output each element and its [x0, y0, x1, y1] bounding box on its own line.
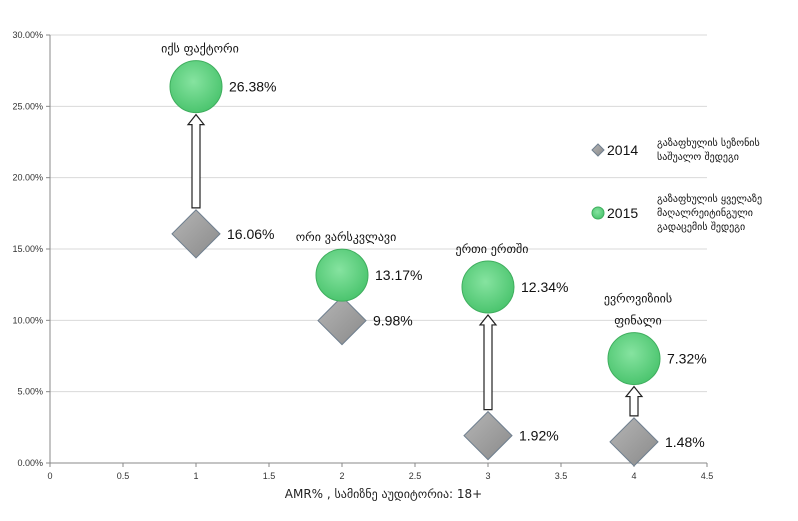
- y-tick-label: 5.00%: [17, 387, 43, 397]
- x-tick-label: 2: [339, 471, 344, 481]
- legend-description: მაღალრეიტინგული: [657, 207, 753, 219]
- x-tick-label: 2.5: [409, 471, 422, 481]
- data-label-2014: 1.48%: [665, 434, 705, 450]
- circle-point-2015: [607, 332, 661, 386]
- category-label: ევროვიზიის: [604, 292, 672, 306]
- y-tick-label: 20.00%: [12, 173, 43, 183]
- x-tick-label: 4.5: [701, 471, 714, 481]
- legend-description: საშუალო შედეგი: [657, 151, 739, 163]
- data-label-2015: 7.32%: [667, 351, 707, 367]
- legend-description: გაზაფხულის ყველაზე: [657, 193, 762, 205]
- category-label: ერთი ერთში: [456, 242, 529, 256]
- change-arrows: [186, 113, 644, 417]
- gridlines: [50, 34, 707, 393]
- y-tick-label: 15.00%: [12, 244, 43, 254]
- axes: 0.00% 5.00% 10.00% 15.00% 20.00% 25.00% 30.00%…: [12, 30, 713, 501]
- x-tick-label: 0: [47, 471, 52, 481]
- data-label-2015: 26.38%: [229, 79, 276, 95]
- legend-description: გაზაფხულის სეზონის: [657, 137, 760, 149]
- x-axis-title: AMR% , სამიზნე აუდიტორია: 18+: [285, 487, 482, 501]
- legend-circle-icon: [591, 206, 605, 220]
- diamond-point-2014: [609, 417, 659, 467]
- y-tick-label: 25.00%: [12, 101, 43, 111]
- diamond-point-2014: [463, 410, 513, 461]
- change-arrow: [186, 113, 206, 209]
- circle-point-2015: [315, 248, 369, 302]
- diamond-point-2014: [317, 295, 367, 346]
- x-tick-label: 3: [485, 471, 490, 481]
- x-tick-label: 3.5: [555, 471, 568, 481]
- x-tick-label: 1: [193, 471, 198, 481]
- legend-series-name: 2015: [607, 205, 638, 221]
- data-label-2014: 1.92%: [519, 428, 559, 444]
- y-tick-label: 30.00%: [12, 30, 43, 40]
- legend: 2014 გაზაფხულის სეზონის საშუალო შედეგი 2015…: [591, 137, 762, 233]
- data-label-2014: 16.06%: [227, 226, 274, 242]
- legend-diamond-icon: [591, 143, 605, 157]
- y-tick-label: 0.00%: [17, 458, 43, 468]
- category-label: ორი ვარსკვლავი: [296, 230, 397, 244]
- circle-point-2015: [461, 260, 515, 314]
- data-label-2015: 13.17%: [375, 267, 422, 283]
- x-tick-label: 4: [631, 471, 636, 481]
- category-label: იქს ფაქტორი: [161, 42, 239, 56]
- y-tick-label: 10.00%: [12, 315, 43, 325]
- x-tick-label: 1.5: [263, 471, 276, 481]
- data-labels: 16.06% 9.98% 1.92% 1.48% 26.38% 13.17% 12.34% 7…: [161, 42, 707, 450]
- data-label-2014: 9.98%: [373, 313, 413, 329]
- change-arrow: [478, 313, 498, 411]
- circle-point-2015: [169, 60, 223, 114]
- change-arrow: [624, 385, 644, 417]
- x-tick-label: 0.5: [117, 471, 130, 481]
- legend-series-name: 2014: [607, 142, 638, 158]
- data-label-2015: 12.34%: [521, 279, 568, 295]
- legend-description: გადაცემის შედეგი: [657, 221, 745, 233]
- diamond-point-2014: [171, 209, 221, 259]
- category-label: ფინალი: [614, 314, 661, 328]
- data-marks: [169, 60, 661, 467]
